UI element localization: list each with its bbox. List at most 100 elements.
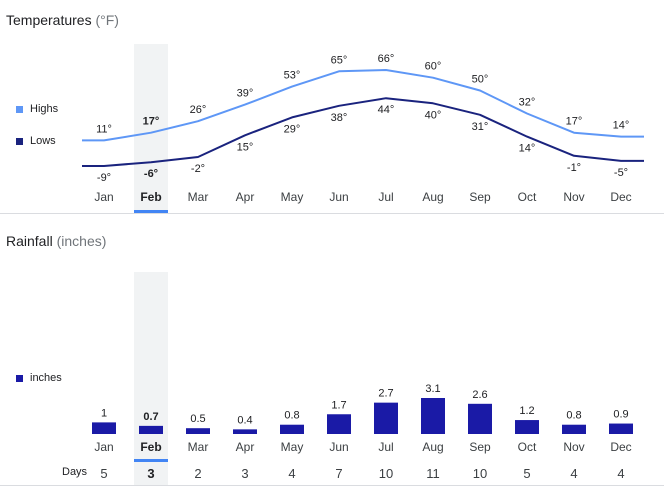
low-label-jun: 38° <box>331 112 348 124</box>
rain-bar-oct <box>515 420 539 434</box>
temp-month-tab-aug[interactable]: Aug <box>422 190 443 204</box>
legend-lows-label: Lows <box>30 135 56 147</box>
high-label-dec: 14° <box>613 120 630 132</box>
rain-month-tab-jun[interactable]: Jun <box>329 440 348 454</box>
rain-month-tab-mar[interactable]: Mar <box>188 440 209 454</box>
rain-bar-jul <box>374 402 398 434</box>
rain-days-feb: 3 <box>147 466 154 481</box>
highs-line <box>82 69 644 142</box>
high-label-sep: 50° <box>472 73 489 85</box>
temp-month-tab-nov[interactable]: Nov <box>563 190 584 204</box>
low-label-oct: 14° <box>519 143 536 155</box>
rain-value-mar: 0.5 <box>190 413 205 425</box>
low-label-sep: 31° <box>472 121 489 133</box>
legend-inches-label: inches <box>30 372 62 384</box>
rain-month-tab-nov[interactable]: Nov <box>563 440 584 454</box>
high-label-oct: 32° <box>519 97 536 109</box>
rain-month-tab-feb[interactable]: Feb <box>140 440 161 454</box>
low-label-jan: -9° <box>97 172 111 184</box>
rain-days-dec: 4 <box>617 466 624 481</box>
rain-month-tab-sep[interactable]: Sep <box>469 440 491 454</box>
days-label: Days <box>62 466 88 478</box>
rain-month-tab-apr[interactable]: Apr <box>236 440 255 454</box>
legend-highs-label: Highs <box>30 103 59 115</box>
rain-bar-aug <box>421 398 445 434</box>
temp-month-tab-jan[interactable]: Jan <box>94 190 113 204</box>
legend-inches-swatch <box>16 374 23 382</box>
legend-lows-swatch <box>16 137 23 145</box>
rain-value-oct: 1.2 <box>519 405 534 417</box>
temp-month-tab-mar[interactable]: Mar <box>188 190 209 204</box>
high-label-may: 53° <box>284 70 301 82</box>
temp-month-tab-jul[interactable]: Jul <box>378 190 393 204</box>
rainfall-title: Rainfall (inches) <box>6 233 106 249</box>
low-label-nov: -1° <box>567 162 581 174</box>
low-label-feb: -6° <box>144 168 158 180</box>
high-label-mar: 26° <box>190 104 207 116</box>
temp-month-tab-apr[interactable]: Apr <box>236 190 255 204</box>
temperatures-unit: (°F) <box>95 12 119 28</box>
low-label-jul: 44° <box>378 104 395 116</box>
rain-value-jan: 1 <box>101 407 107 419</box>
legend-lows: Lows <box>16 135 56 147</box>
low-label-mar: -2° <box>191 163 205 175</box>
temp-month-tab-sep[interactable]: Sep <box>469 190 491 204</box>
rain-days-jul: 10 <box>379 466 393 481</box>
rain-month-tab-aug[interactable]: Aug <box>422 440 443 454</box>
rain-days-aug: 11 <box>426 466 440 481</box>
temp-month-tab-oct[interactable]: Oct <box>518 190 537 204</box>
rain-value-jun: 1.7 <box>331 399 346 411</box>
high-label-feb: 17° <box>143 116 160 128</box>
legend-highs-swatch <box>16 105 23 113</box>
rain-bar-jan <box>92 422 116 434</box>
rain-value-may: 0.8 <box>284 410 299 422</box>
rain-days-mar: 2 <box>194 466 201 481</box>
high-label-jun: 65° <box>331 54 348 66</box>
selected-month-highlight-rain <box>134 272 168 485</box>
temp-month-tab-feb[interactable]: Feb <box>140 190 161 204</box>
rain-bar-sep <box>468 403 492 434</box>
selected-month-indicator-rain <box>134 459 168 462</box>
rain-bar-dec <box>609 423 633 434</box>
rainfall-unit: (inches) <box>56 233 107 249</box>
rain-month-tab-may[interactable]: May <box>281 440 304 454</box>
selected-month-highlight-temp <box>134 44 168 213</box>
low-label-dec: -5° <box>614 167 628 179</box>
high-label-nov: 17° <box>566 116 583 128</box>
rain-days-may: 4 <box>288 466 295 481</box>
rain-value-apr: 0.4 <box>237 414 252 426</box>
legend-inches: inches <box>16 372 62 384</box>
rain-month-tab-oct[interactable]: Oct <box>518 440 537 454</box>
low-label-may: 29° <box>284 123 301 135</box>
rainfall-title-text: Rainfall <box>6 233 53 249</box>
rain-days-sep: 10 <box>473 466 487 481</box>
rain-days-nov: 4 <box>570 466 577 481</box>
rain-value-feb: 0.7 <box>143 411 158 423</box>
temperatures-title-text: Temperatures <box>6 12 92 28</box>
rain-value-dec: 0.9 <box>613 409 628 421</box>
rain-days-jun: 7 <box>335 466 342 481</box>
low-label-apr: 15° <box>237 141 254 153</box>
rain-value-jul: 2.7 <box>378 388 393 400</box>
bottom-divider <box>0 485 664 486</box>
rain-value-nov: 0.8 <box>566 410 581 422</box>
rain-days-jan: 5 <box>100 466 107 481</box>
high-label-apr: 39° <box>237 88 254 100</box>
legend-highs: Highs <box>16 103 58 115</box>
temperatures-title: Temperatures (°F) <box>6 12 119 28</box>
rain-month-tab-jul[interactable]: Jul <box>378 440 393 454</box>
temp-month-tab-jun[interactable]: Jun <box>329 190 348 204</box>
rain-bar-feb <box>139 425 163 434</box>
temp-month-tab-dec[interactable]: Dec <box>610 190 631 204</box>
temp-month-tab-may[interactable]: May <box>281 190 304 204</box>
rain-days-oct: 5 <box>523 466 530 481</box>
rain-month-tab-dec[interactable]: Dec <box>610 440 631 454</box>
rain-bar-nov <box>562 424 586 434</box>
high-label-aug: 60° <box>425 61 442 73</box>
selected-month-indicator-temp <box>134 210 168 213</box>
rain-bar-jun <box>327 414 351 434</box>
lows-line <box>82 97 644 167</box>
rain-bar-mar <box>186 428 210 434</box>
rain-month-tab-jan[interactable]: Jan <box>94 440 113 454</box>
